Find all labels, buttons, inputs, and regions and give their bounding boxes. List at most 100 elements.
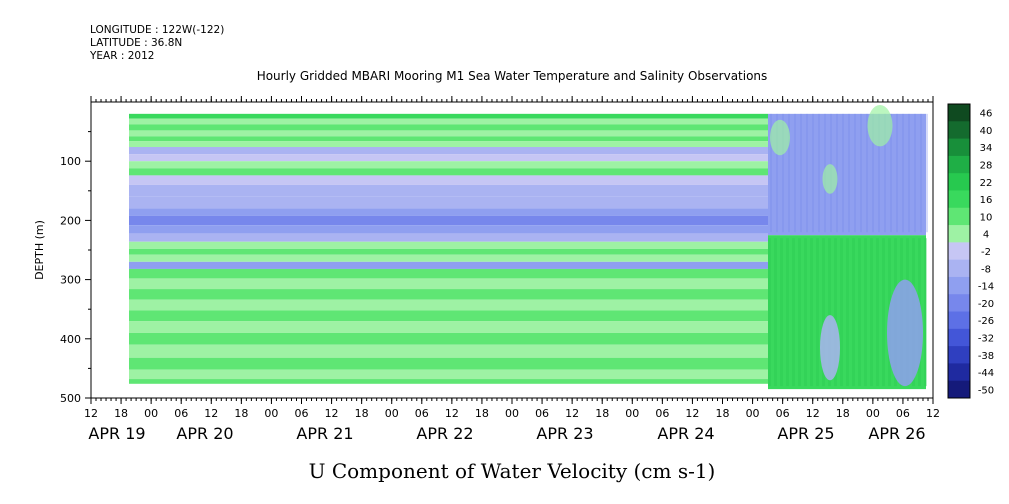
depth-band	[129, 310, 768, 322]
colorbar-label: 4	[983, 230, 989, 241]
observed-blue-patch	[820, 315, 840, 381]
observed-stripe	[794, 113, 796, 233]
depth-band	[129, 299, 768, 311]
depth-band	[129, 369, 768, 380]
x-date-label: APR 26	[868, 424, 925, 443]
x-hour-label: 06	[415, 407, 429, 420]
depth-band	[129, 261, 768, 269]
latitude-label: LATITUDE : 36.8N	[90, 37, 183, 49]
x-hour-label: 00	[866, 407, 880, 420]
observed-stripe	[842, 113, 844, 233]
colorbar-label: 16	[980, 195, 993, 206]
depth-band	[129, 124, 768, 131]
x-hour-label: 06	[896, 407, 910, 420]
x-hour-label: 18	[595, 407, 609, 420]
depth-band	[129, 146, 768, 155]
observed-stripe	[866, 113, 868, 233]
x-hour-label: 12	[84, 407, 98, 420]
colorbar-swatch	[948, 380, 970, 399]
observed-patch	[867, 104, 893, 147]
depth-band	[129, 268, 768, 279]
depth-band	[129, 141, 768, 147]
observed-stripe	[870, 238, 873, 387]
observed-stripe	[806, 113, 808, 233]
x-date-label: APR 25	[777, 424, 834, 443]
observed-stripe	[876, 238, 879, 387]
colorbar-swatch	[948, 173, 970, 191]
depth-band	[129, 332, 768, 345]
x-hour-label: 12	[204, 407, 218, 420]
observed-stripe	[860, 113, 862, 233]
longitude-label: LONGITUDE : 122W(-122)	[90, 24, 225, 36]
depth-band	[129, 225, 768, 234]
observed-upper	[768, 113, 926, 236]
colorbar-frame	[947, 103, 971, 399]
observed-stripe	[852, 238, 855, 387]
observed-stripe	[890, 113, 892, 233]
observed-stripe	[882, 238, 885, 387]
x-hour-label: 00	[746, 407, 760, 420]
depth-band	[129, 357, 768, 370]
observed-stripe	[792, 238, 795, 387]
observed-stripe	[840, 238, 843, 387]
observed-stripe	[834, 238, 837, 387]
y-tick-label: 500	[60, 392, 81, 405]
observed-stripe	[812, 113, 814, 233]
depth-band	[129, 118, 768, 125]
observed-stripe	[788, 113, 790, 233]
x-date-label: APR 22	[416, 424, 473, 443]
observed-stripe	[878, 113, 880, 233]
observed-stripe	[902, 113, 904, 233]
colorbar-swatch	[948, 311, 970, 330]
x-axis-label: U Component of Water Velocity (cm s-1)	[309, 459, 716, 483]
colorbar: 46 40 34 28 22 16 10 4 -2 -8 -14 -20 -26 -32 -38 -44 -50	[947, 103, 994, 399]
colorbar-label: -2	[981, 247, 991, 258]
observed-stripe	[848, 113, 850, 233]
colorbar-swatch	[948, 225, 970, 243]
y-axis-label: DEPTH (m)	[33, 220, 46, 280]
depth-band	[129, 278, 768, 290]
observed-stripe	[818, 113, 820, 233]
x-hour-label: 06	[655, 407, 669, 420]
x-hour-label: 12	[445, 407, 459, 420]
depth-band	[129, 321, 768, 333]
colorbar-swatch	[948, 104, 970, 122]
colorbar-swatch	[948, 346, 970, 364]
observed-stripe	[828, 238, 831, 387]
observed-stripe	[926, 113, 928, 233]
x-hour-label: 12	[565, 407, 579, 420]
depth-band	[129, 344, 768, 358]
depth-band	[129, 289, 768, 300]
x-hour-label: 18	[475, 407, 489, 420]
observed-patch	[822, 164, 838, 194]
depth-band	[129, 254, 768, 262]
observed-stripe	[800, 113, 802, 233]
y-tick-label: 100	[60, 155, 81, 168]
observed-stripe	[854, 113, 856, 233]
observed-stripe	[786, 238, 789, 387]
observed-stripe	[798, 238, 801, 387]
depth-band	[129, 168, 768, 176]
depth-band	[129, 113, 768, 119]
colorbar-swatch	[948, 259, 970, 278]
x-hour-label: 00	[505, 407, 519, 420]
colorbar-swatch	[948, 294, 970, 313]
x-hour-label: 12	[685, 407, 699, 420]
observed-stripe	[776, 113, 778, 233]
observed-stripe	[858, 238, 861, 387]
colorbar-swatch	[948, 138, 970, 157]
chart-title: Hourly Gridded MBARI Mooring M1 Sea Wate…	[257, 69, 768, 83]
depth-band	[129, 233, 768, 242]
observed-stripe	[914, 113, 916, 233]
x-hour-label: 12	[325, 407, 339, 420]
year-label: YEAR : 2012	[90, 50, 155, 62]
x-hour-label: 00	[625, 407, 639, 420]
x-hour-label: 18	[234, 407, 248, 420]
x-hour-label: 12	[926, 407, 940, 420]
colorbar-swatch	[948, 276, 970, 295]
x-hour-label: 12	[806, 407, 820, 420]
observed-stripe	[810, 238, 813, 387]
observed-stripe	[924, 238, 927, 387]
